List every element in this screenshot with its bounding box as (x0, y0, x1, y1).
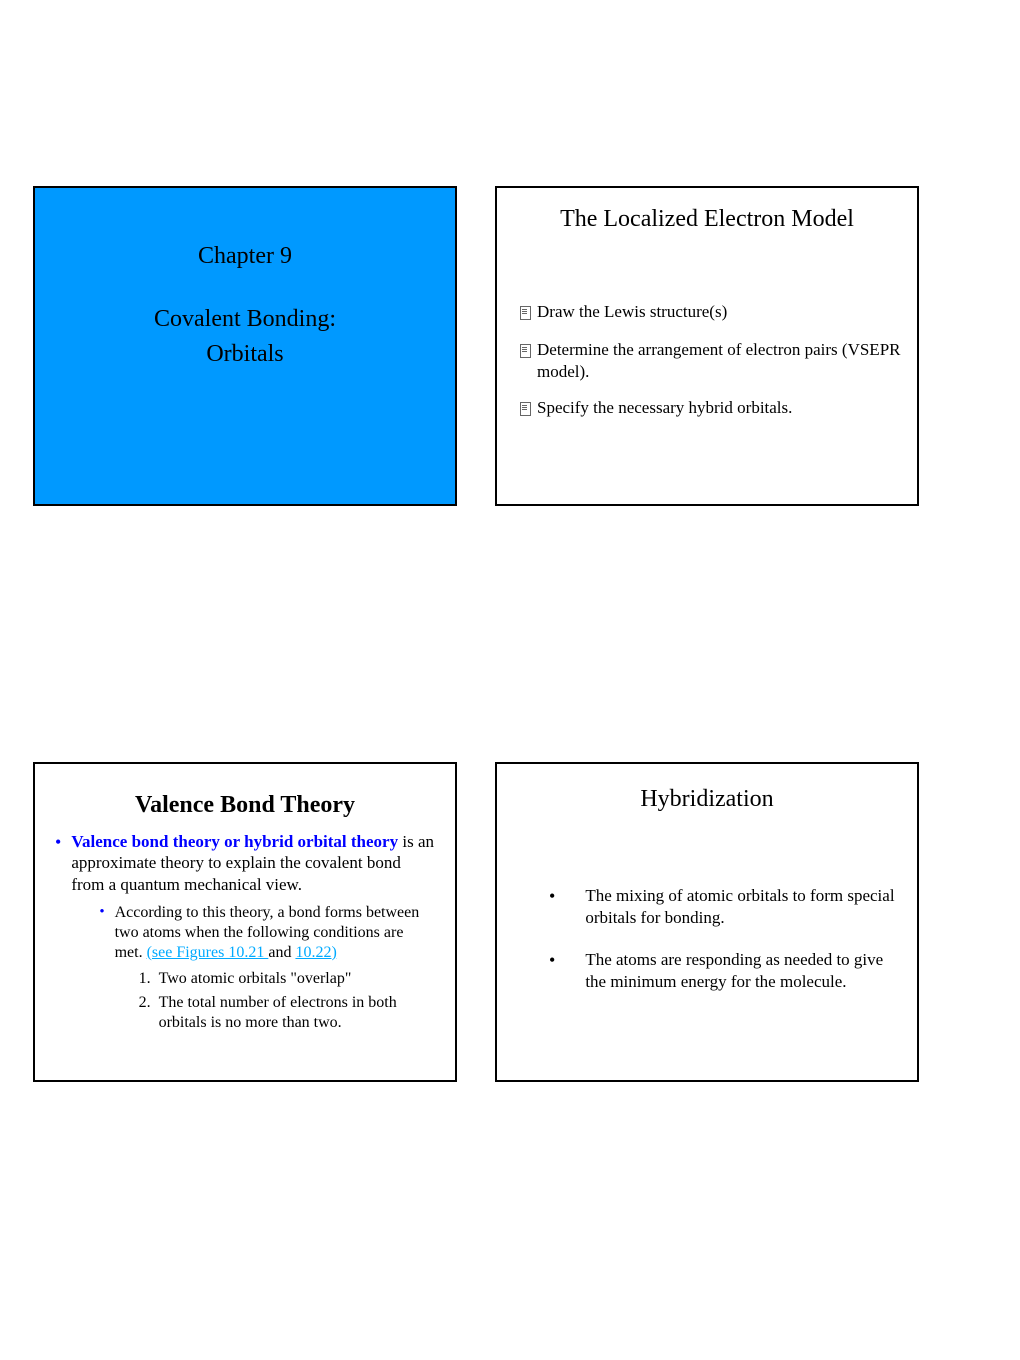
item-text: Determine the arrangement of electron pa… (537, 339, 903, 383)
list-item: Specify the necessary hybrid orbitals. (519, 397, 903, 421)
slide-chapter-title: Chapter 9 Covalent Bonding: Orbitals (33, 186, 457, 506)
bullet-icon: • (99, 903, 104, 1037)
slide3-title: Valence Bond Theory (55, 792, 435, 819)
slide-localized-electron: The Localized Electron Model Draw the Le… (495, 186, 919, 506)
item-text: The atoms are responding as needed to gi… (585, 949, 895, 993)
slide2-list: Draw the Lewis structure(s) Determine th… (511, 301, 903, 421)
list-item: • The mixing of atomic orbitals to form … (519, 885, 895, 929)
lead-colored: Valence bond theory or hybrid orbital th… (71, 832, 398, 851)
item-text: Draw the Lewis structure(s) (537, 301, 727, 323)
cond-text: Two atomic orbitals "overlap" (159, 969, 352, 989)
sub-item: • According to this theory, a bond forms… (99, 903, 435, 1037)
list-item: • The atoms are responding as needed to … (519, 949, 895, 993)
chapter-label: Chapter 9 (35, 243, 455, 270)
bullet-icon: • (549, 885, 555, 929)
condition-item: 2.The total number of electrons in both … (139, 993, 435, 1033)
slide3-sublist: • According to this theory, a bond forms… (99, 903, 435, 1037)
title-line-2: Orbitals (35, 341, 455, 368)
bullet-icon: • (55, 831, 61, 1043)
bullet-icon: • (549, 949, 555, 993)
doc-icon (519, 399, 531, 421)
list-item: Draw the Lewis structure(s) (519, 301, 903, 325)
slide4-list: • The mixing of atomic orbitals to form … (519, 885, 895, 993)
link-mid: and (268, 944, 295, 961)
slide4-title: Hybridization (519, 786, 895, 813)
figure-link-1[interactable]: (see Figures 10.21 (147, 944, 269, 961)
item-text: Specify the necessary hybrid orbitals. (537, 397, 792, 419)
figure-link-2[interactable]: 10.22) (295, 944, 336, 961)
cond-text: The total number of electrons in both or… (159, 993, 435, 1033)
item-text: The mixing of atomic orbitals to form sp… (585, 885, 895, 929)
condition-item: 1.Two atomic orbitals "overlap" (139, 969, 435, 989)
slide2-title: The Localized Electron Model (511, 206, 903, 233)
conditions-list: 1.Two atomic orbitals "overlap" 2.The to… (139, 969, 435, 1033)
doc-icon (519, 341, 531, 363)
title-line-1: Covalent Bonding: (35, 306, 455, 333)
slide-valence-bond: Valence Bond Theory • Valence bond theor… (33, 762, 457, 1082)
doc-icon (519, 303, 531, 325)
slide3-lead: Valence bond theory or hybrid orbital th… (71, 831, 435, 1043)
list-item: Determine the arrangement of electron pa… (519, 339, 903, 383)
slide-hybridization: Hybridization • The mixing of atomic orb… (495, 762, 919, 1082)
